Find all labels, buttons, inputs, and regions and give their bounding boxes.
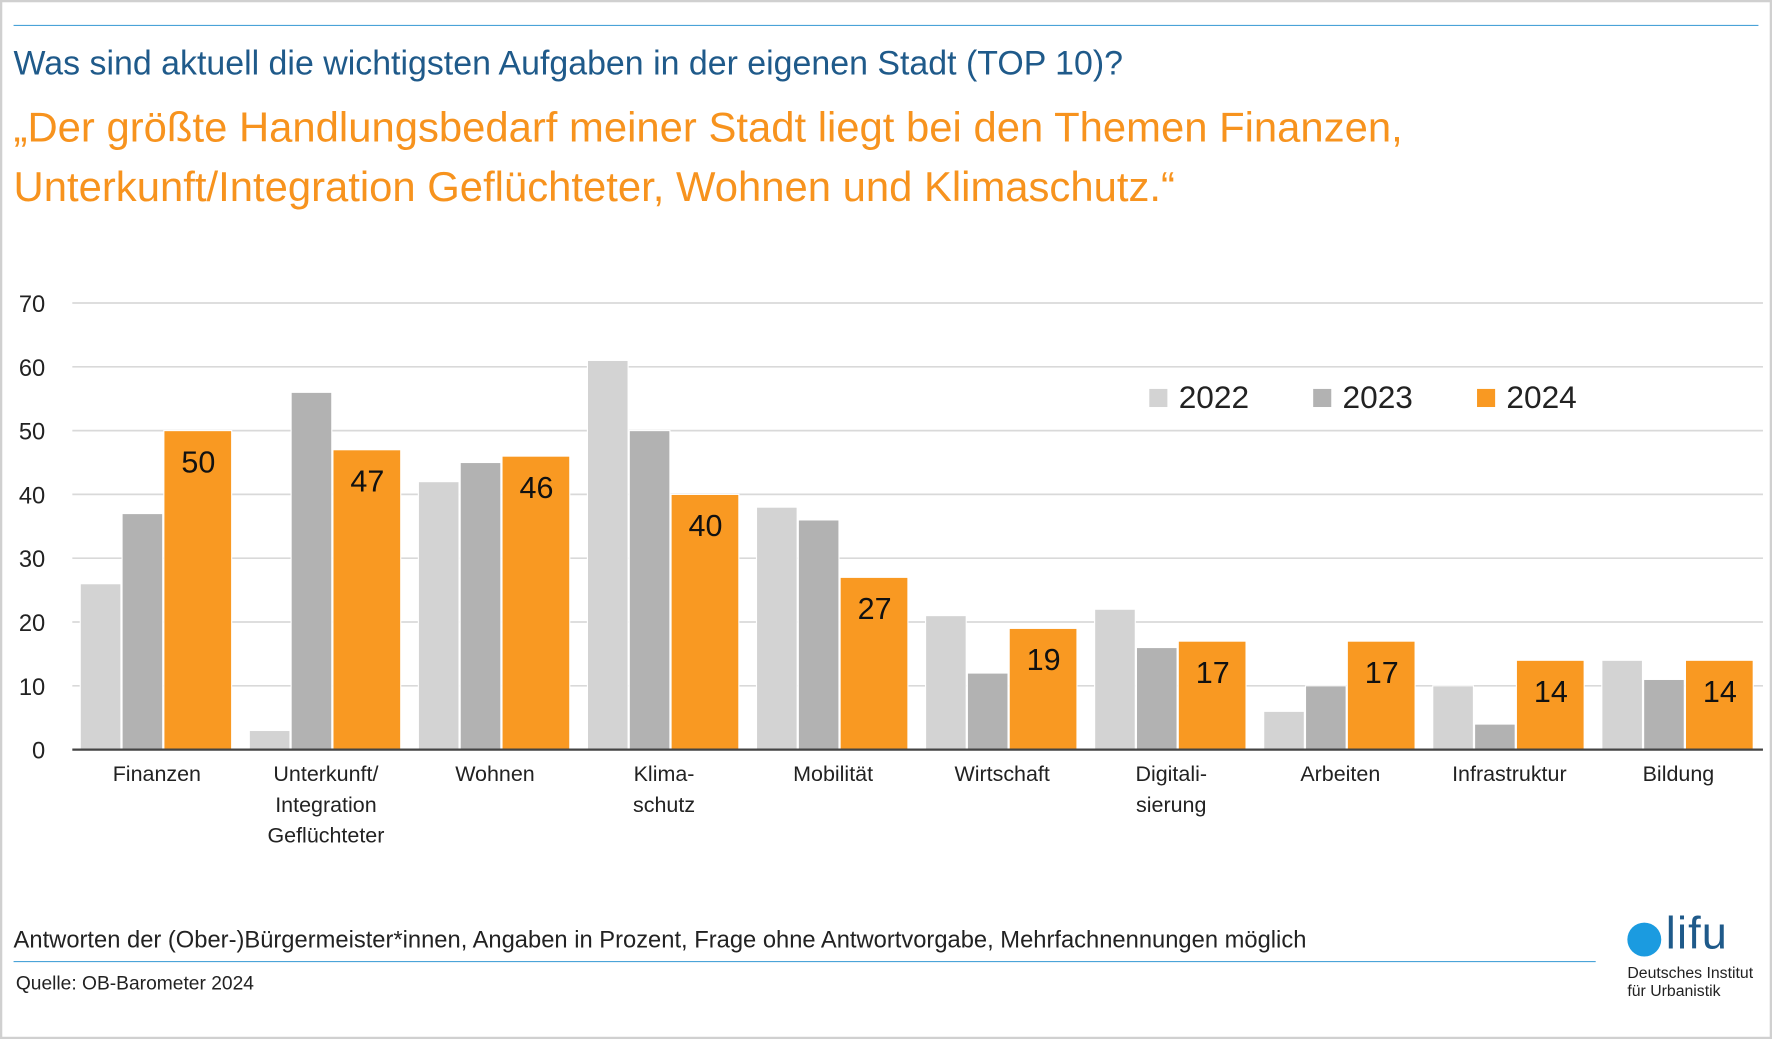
bar-2022 xyxy=(1263,710,1305,751)
x-tick-label: Klima- xyxy=(634,762,695,786)
bar-2024 xyxy=(1008,627,1078,751)
headline-line-1: „Der größte Handlungsbedarf meiner Stadt… xyxy=(13,104,1403,151)
data-label: 17 xyxy=(1196,656,1230,690)
y-tick-label: 50 xyxy=(19,420,45,446)
data-label: 17 xyxy=(1365,656,1399,690)
x-tick-label: Digitali- xyxy=(1135,762,1207,786)
bar-2022 xyxy=(1432,685,1474,751)
bar-2024 xyxy=(1684,659,1754,751)
chart-note: Antworten der (Ober-)Bürgermeister*innen… xyxy=(13,927,1307,954)
chart-source: Quelle: OB-Barometer 2024 xyxy=(15,972,254,994)
bar-2023 xyxy=(1304,685,1347,751)
legend-label: 2022 xyxy=(1179,379,1249,415)
bar-2022 xyxy=(1601,659,1644,751)
bar-2024 xyxy=(163,430,233,751)
logo-institute-line-2: für Urbanistik xyxy=(1627,981,1721,1000)
bar-2023 xyxy=(1135,646,1178,751)
x-tick-label: Integration xyxy=(275,793,376,817)
data-label: 50 xyxy=(181,445,215,479)
x-tick-label: Wirtschaft xyxy=(954,762,1049,786)
x-tick-label: Infrastruktur xyxy=(1452,762,1567,786)
y-tick-label: 70 xyxy=(19,292,45,318)
bar-2023 xyxy=(459,461,502,751)
chart-headline: „Der größte Handlungsbedarf meiner Stadt… xyxy=(14,97,1403,217)
data-label: 27 xyxy=(858,592,892,626)
bar-2022 xyxy=(1094,608,1136,751)
bar-2022 xyxy=(755,506,798,751)
x-tick-label: Finanzen xyxy=(113,762,201,786)
x-tick-label: Mobilität xyxy=(793,762,873,786)
x-tick-label: Bildung xyxy=(1643,762,1715,786)
legend-swatch-2024 xyxy=(1477,388,1496,408)
data-label: 46 xyxy=(519,471,553,505)
y-tick-label: 10 xyxy=(19,675,45,701)
y-tick-label: 30 xyxy=(19,547,45,573)
logo-word: lifu xyxy=(1665,909,1729,959)
legend-label: 2024 xyxy=(1506,379,1576,415)
bar-2023 xyxy=(1643,678,1685,751)
y-tick-label: 60 xyxy=(19,356,45,382)
bar-2022 xyxy=(586,359,629,751)
data-label: 47 xyxy=(350,465,384,499)
y-tick-label: 40 xyxy=(19,483,45,509)
x-tick-label: Wohnen xyxy=(455,762,535,786)
x-tick-label: Arbeiten xyxy=(1300,762,1380,786)
data-label: 14 xyxy=(1534,675,1568,709)
logo-institute-line-1: Deutsches Institut xyxy=(1627,963,1754,982)
x-tick-label: Unterkunft/ xyxy=(273,762,378,786)
bar-2022 xyxy=(924,615,967,751)
bar-2024 xyxy=(332,449,402,751)
bar-2024 xyxy=(501,455,571,751)
bar-2023 xyxy=(1473,723,1516,751)
chart-question: Was sind aktuell die wichtigsten Aufgabe… xyxy=(13,45,1124,83)
x-tick-label: sierung xyxy=(1136,793,1206,817)
bar-2024 xyxy=(1346,640,1416,751)
bar-2024 xyxy=(1515,659,1585,751)
bar-2023 xyxy=(797,519,840,751)
legend-swatch-2022 xyxy=(1149,388,1168,408)
bar-2023 xyxy=(290,391,333,751)
headline-line-2: Unterkunft/Integration Geflüchteter, Woh… xyxy=(13,163,1175,211)
bar-2024 xyxy=(1177,640,1247,751)
data-label: 19 xyxy=(1027,643,1061,677)
logo-dot xyxy=(1627,922,1662,957)
note-divider xyxy=(13,961,1596,963)
top-divider xyxy=(13,24,1759,27)
legend-swatch-2023 xyxy=(1313,388,1332,408)
x-tick-label: Geflüchteter xyxy=(267,823,384,847)
data-label: 40 xyxy=(689,509,723,543)
bar-2023 xyxy=(121,512,164,751)
logo-institute: Deutsches Institut für Urbanistik xyxy=(1627,963,1753,999)
legend-label: 2023 xyxy=(1343,379,1413,415)
bar-2022 xyxy=(417,481,460,751)
x-tick-label: schutz xyxy=(633,793,695,817)
bar-2022 xyxy=(248,729,291,751)
y-tick-label: 0 xyxy=(32,739,45,765)
bar-2023 xyxy=(628,430,671,751)
data-label: 14 xyxy=(1703,675,1737,709)
y-tick-label: 20 xyxy=(19,611,45,637)
bar-2022 xyxy=(79,583,122,751)
bar-2023 xyxy=(966,672,1009,751)
